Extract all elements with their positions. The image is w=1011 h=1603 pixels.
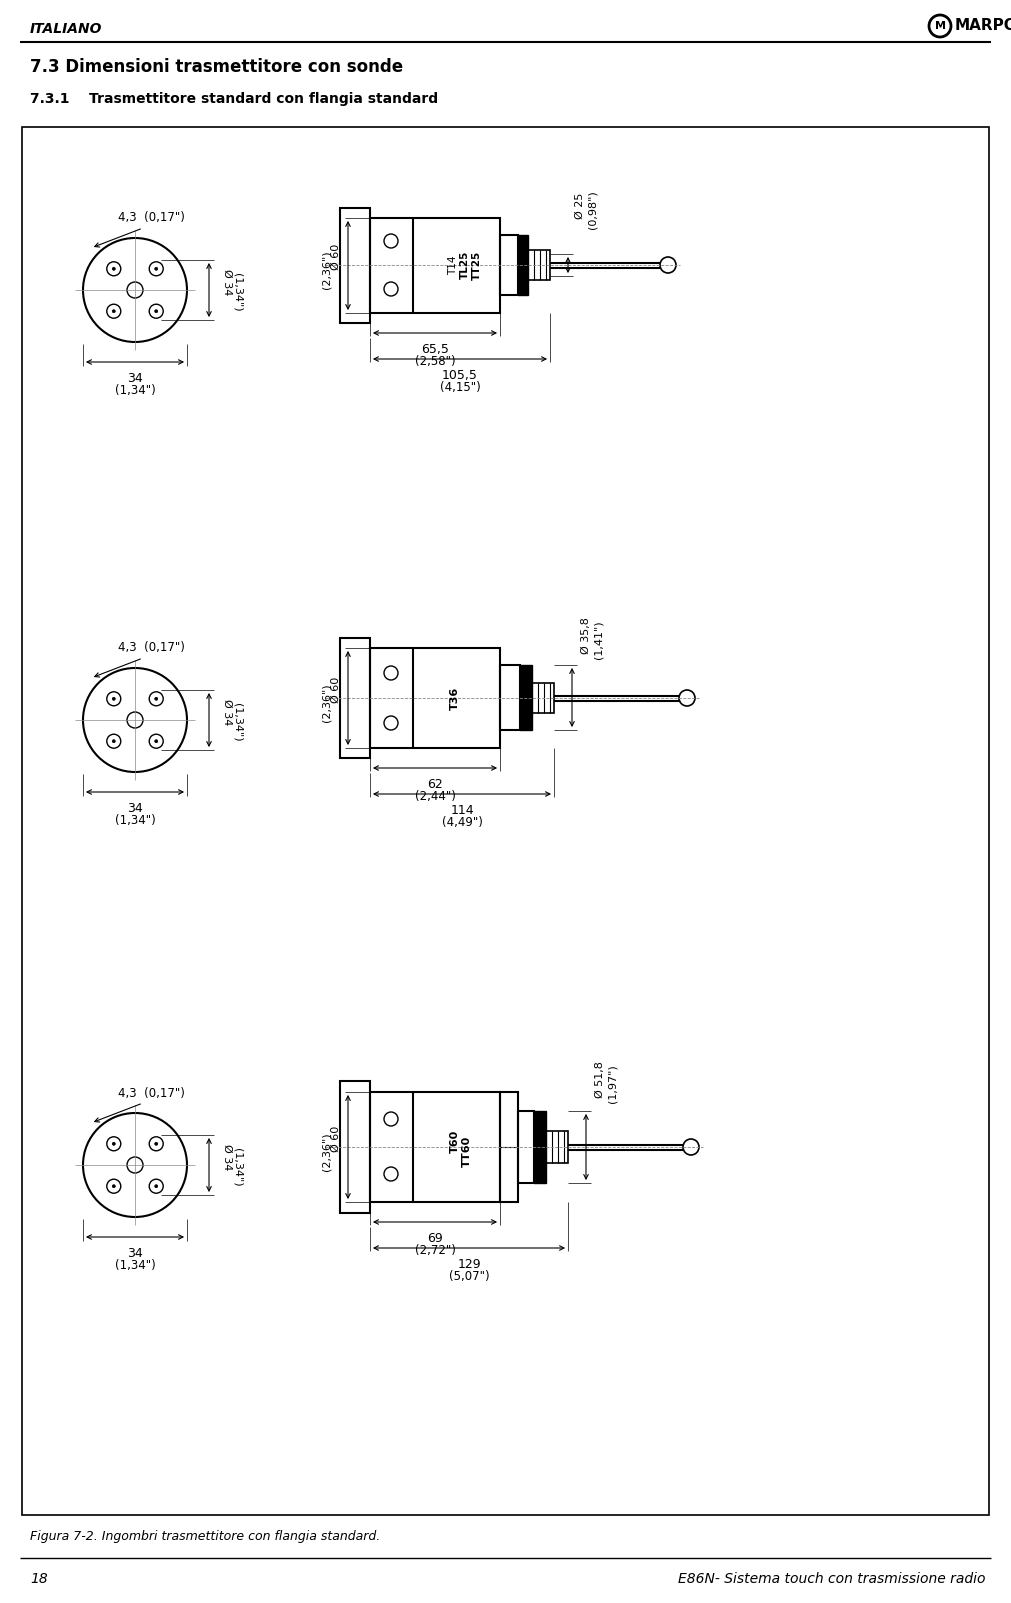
Circle shape: [155, 739, 158, 742]
Text: TT25: TT25: [472, 250, 482, 279]
Text: Ø 34: Ø 34: [222, 699, 232, 725]
Text: Figura 7-2. Ingombri trasmettitore con flangia standard.: Figura 7-2. Ingombri trasmettitore con f…: [30, 1529, 380, 1544]
Bar: [340, 638, 370, 758]
Text: Ø 34: Ø 34: [222, 1145, 232, 1170]
Text: 18: 18: [30, 1573, 48, 1585]
Text: T60: T60: [450, 1130, 460, 1153]
Bar: [528, 250, 550, 281]
Text: (2,44"): (2,44"): [415, 790, 455, 803]
Text: TL25: TL25: [460, 250, 470, 279]
Text: MARPOSS: MARPOSS: [955, 19, 1011, 34]
Text: E86N- Sistema touch con trasmissione radio: E86N- Sistema touch con trasmissione rad…: [677, 1573, 985, 1585]
Text: 114: 114: [450, 805, 474, 818]
Circle shape: [155, 697, 158, 701]
Bar: [532, 683, 554, 713]
Bar: [520, 665, 532, 729]
Circle shape: [155, 268, 158, 271]
Text: (0,98"): (0,98"): [587, 191, 598, 229]
Text: (4,49"): (4,49"): [442, 816, 482, 829]
Bar: [340, 1080, 370, 1213]
Circle shape: [112, 739, 115, 742]
Bar: [500, 236, 518, 295]
Text: 34: 34: [127, 372, 143, 385]
Circle shape: [112, 697, 115, 701]
Text: 34: 34: [127, 802, 143, 814]
Text: 7.3.1    Trasmettitore standard con flangia standard: 7.3.1 Trasmettitore standard con flangia…: [30, 91, 438, 106]
Text: (1,34"): (1,34"): [114, 1258, 156, 1273]
Text: 4,3  (0,17"): 4,3 (0,17"): [118, 641, 185, 654]
Text: ITALIANO: ITALIANO: [30, 22, 102, 35]
Text: (1,34"): (1,34"): [232, 273, 242, 311]
Text: T36: T36: [450, 686, 460, 710]
Text: (1,41"): (1,41"): [593, 620, 603, 659]
Text: 105,5: 105,5: [442, 369, 478, 382]
Bar: [534, 1111, 546, 1183]
Text: Ø 51,8: Ø 51,8: [595, 1061, 605, 1098]
Text: 34: 34: [127, 1247, 143, 1260]
Text: 65,5: 65,5: [421, 343, 449, 356]
Circle shape: [112, 268, 115, 271]
Text: Ø 60: Ø 60: [331, 1125, 341, 1153]
Text: 69: 69: [427, 1233, 443, 1246]
Text: 4,3  (0,17"): 4,3 (0,17"): [118, 212, 185, 224]
Text: TT60: TT60: [462, 1135, 472, 1167]
Text: M: M: [934, 21, 945, 30]
Text: 4,3  (0,17"): 4,3 (0,17"): [118, 1087, 185, 1100]
Text: T14: T14: [448, 255, 458, 274]
Text: (2,72"): (2,72"): [415, 1244, 455, 1257]
Bar: [370, 1092, 500, 1202]
Text: (2,36"): (2,36"): [321, 1133, 331, 1172]
Text: (4,15"): (4,15"): [440, 382, 480, 394]
Bar: [500, 1092, 518, 1202]
Text: (1,34"): (1,34"): [114, 385, 156, 398]
Bar: [370, 648, 500, 749]
Bar: [22, 127, 989, 1515]
Bar: [518, 1111, 534, 1183]
Text: Ø 34: Ø 34: [222, 269, 232, 295]
Circle shape: [112, 1185, 115, 1188]
Text: (2,36"): (2,36"): [321, 684, 331, 723]
Bar: [370, 218, 500, 313]
Text: Ø 25: Ø 25: [575, 192, 585, 220]
Text: Ø 60: Ø 60: [331, 244, 341, 271]
Text: (1,34"): (1,34"): [232, 1148, 242, 1186]
Bar: [546, 1132, 568, 1164]
Circle shape: [155, 1143, 158, 1145]
Text: (2,36"): (2,36"): [321, 250, 331, 289]
Circle shape: [155, 1185, 158, 1188]
Circle shape: [112, 1143, 115, 1145]
Circle shape: [112, 309, 115, 313]
Bar: [518, 236, 528, 295]
Text: (1,34"): (1,34"): [114, 814, 156, 827]
Text: 129: 129: [457, 1258, 481, 1271]
Text: Ø 35,8: Ø 35,8: [581, 617, 591, 654]
Text: (1,97"): (1,97"): [607, 1064, 617, 1103]
Text: (1,34"): (1,34"): [232, 702, 242, 741]
Bar: [340, 208, 370, 322]
Circle shape: [155, 309, 158, 313]
Text: (2,58"): (2,58"): [415, 354, 455, 369]
Text: 62: 62: [427, 777, 443, 790]
Text: Ø 60: Ø 60: [331, 676, 341, 704]
Text: (5,07"): (5,07"): [449, 1270, 489, 1282]
Bar: [500, 665, 520, 729]
Text: 7.3 Dimensioni trasmettitore con sonde: 7.3 Dimensioni trasmettitore con sonde: [30, 58, 403, 75]
